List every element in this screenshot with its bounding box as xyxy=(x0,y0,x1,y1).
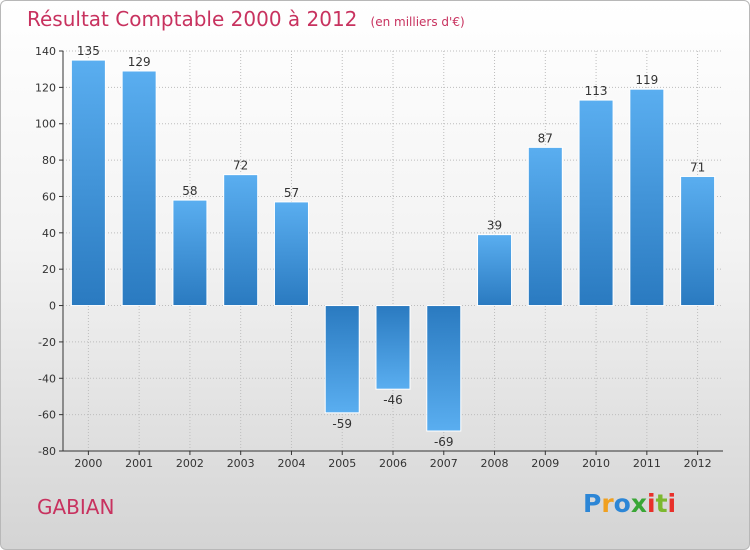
y-tick-label: 80 xyxy=(42,154,56,167)
x-tick-label: 2004 xyxy=(277,457,305,470)
bar-2004 xyxy=(273,201,309,307)
x-tick-label: 2003 xyxy=(227,457,255,470)
bar-2009 xyxy=(527,146,563,307)
bar-value-label: -69 xyxy=(434,435,454,449)
x-tick-label: 2008 xyxy=(481,457,509,470)
chart-subtitle: (en milliers d'€) xyxy=(370,15,465,29)
x-tick-label: 2010 xyxy=(582,457,610,470)
x-tick-label: 2002 xyxy=(176,457,204,470)
x-tick-label: 2007 xyxy=(430,457,458,470)
bar-value-label: 87 xyxy=(538,131,553,145)
bar-value-label: 57 xyxy=(284,186,299,200)
bar-value-label: 39 xyxy=(487,219,502,233)
grid-layer xyxy=(63,50,723,452)
commune-name: GABIAN xyxy=(37,495,115,519)
logo-letter: i xyxy=(647,489,656,518)
bar-value-label: 71 xyxy=(690,160,705,174)
bar-value-label: -59 xyxy=(332,417,352,431)
bar-2000 xyxy=(70,59,106,307)
proxiti-logo: Proxiti xyxy=(583,489,676,518)
x-tick-label: 2001 xyxy=(125,457,153,470)
y-tick-label: 140 xyxy=(35,45,56,58)
y-tick-label: -20 xyxy=(38,336,56,349)
x-tick-label: 2006 xyxy=(379,457,407,470)
bar-value-label: 58 xyxy=(182,184,197,198)
bar-2011 xyxy=(629,88,665,307)
y-tick-label: -60 xyxy=(38,409,56,422)
x-tick-label: 2011 xyxy=(633,457,661,470)
bars-layer xyxy=(70,59,716,432)
logo-letter: o xyxy=(613,489,631,518)
bar-2007 xyxy=(426,305,462,432)
bar-value-label: 135 xyxy=(77,44,100,58)
bar-value-label: 119 xyxy=(635,73,658,87)
x-tick-label: 2012 xyxy=(684,457,712,470)
bar-2010 xyxy=(578,99,614,307)
bar-2003 xyxy=(223,174,259,307)
logo-letter: i xyxy=(667,489,677,518)
bar-2002 xyxy=(172,199,208,307)
y-tick-label: 0 xyxy=(49,300,56,313)
x-tick-label: 2005 xyxy=(328,457,356,470)
chart-title: Résultat Comptable 2000 à 2012 xyxy=(27,7,358,31)
y-tick-label: 120 xyxy=(35,81,56,94)
logo-letter: t xyxy=(655,489,668,518)
logo-letter: r xyxy=(601,489,614,518)
bar-value-label: 113 xyxy=(585,84,608,98)
logo-letter: P xyxy=(583,489,602,518)
bar-value-label: -46 xyxy=(383,393,403,407)
y-tick-label: 40 xyxy=(42,227,56,240)
y-tick-label: 60 xyxy=(42,190,56,203)
x-tick-label: 2000 xyxy=(74,457,102,470)
logo-letter: x xyxy=(630,489,647,518)
bar-2008 xyxy=(477,234,513,307)
bar-2005 xyxy=(324,305,360,414)
axes-layer xyxy=(59,50,723,455)
bar-value-label: 72 xyxy=(233,159,248,173)
y-tick-label: 20 xyxy=(42,263,56,276)
labels-layer: 140 120 100 80 60 40 20 0 -20 -40 -60 -80 135 2000 129… xyxy=(35,44,712,470)
bar-2012 xyxy=(680,175,716,307)
bar-value-label: 129 xyxy=(128,55,151,69)
y-tick-label: -80 xyxy=(38,445,56,458)
bar-2006 xyxy=(375,305,411,390)
x-tick-label: 2009 xyxy=(531,457,559,470)
chart-title-block: Résultat Comptable 2000 à 2012 (en milli… xyxy=(27,7,465,31)
bar-2001 xyxy=(121,70,157,307)
y-tick-label: 100 xyxy=(35,118,56,131)
y-tick-label: -40 xyxy=(38,372,56,385)
